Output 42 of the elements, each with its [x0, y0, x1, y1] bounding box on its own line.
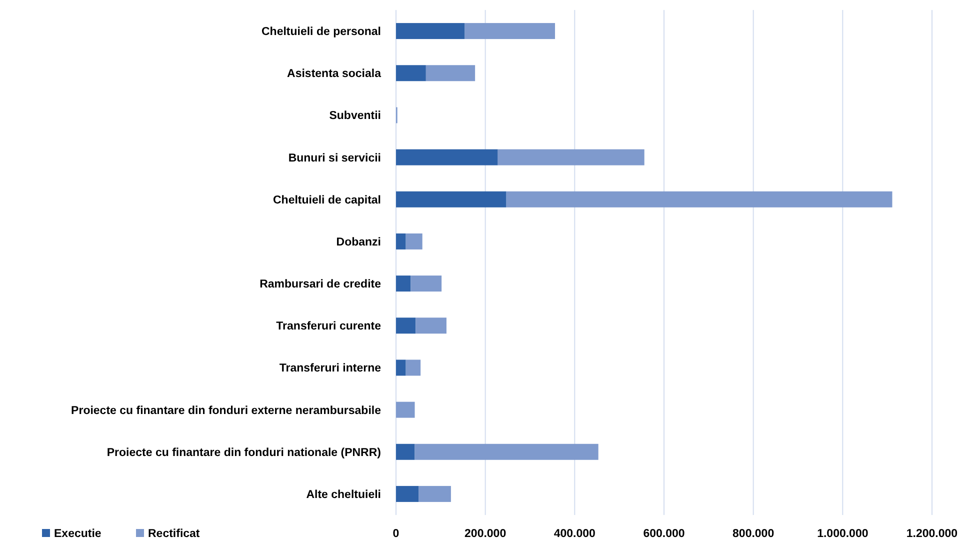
bar	[396, 318, 416, 334]
y-tick-label: Cheltuieli de capital	[273, 194, 381, 206]
y-tick-label: Proiecte cu finantare din fonduri externe nerambursabile	[71, 404, 381, 417]
y-tick-label: Cheltuieli de personal	[262, 26, 381, 38]
x-tick-label: 0	[392, 528, 400, 540]
bar	[396, 444, 415, 460]
bar	[396, 276, 411, 292]
bar	[418, 486, 451, 502]
x-tick-label: 1.200.000	[906, 528, 958, 540]
bar	[396, 233, 406, 250]
y-tick-label: Dobanzi	[336, 236, 381, 248]
y-tick-label: Asistenta sociala	[287, 68, 382, 80]
y-tick-label: Subventii	[329, 110, 381, 122]
x-tick-label: 800.000	[732, 528, 774, 540]
bar	[396, 149, 498, 166]
x-tick-label: 600.000	[643, 528, 685, 540]
x-tick-label: 1.000.000	[817, 528, 868, 540]
bar	[414, 444, 598, 460]
x-tick-label: 200.000	[464, 528, 506, 540]
bar	[396, 191, 506, 208]
bar	[464, 23, 556, 40]
y-tick-label: Alte cheltuieli	[306, 488, 381, 501]
bar	[416, 318, 446, 334]
bar	[396, 486, 419, 502]
bar	[396, 360, 406, 376]
legend-label: Executie	[54, 528, 102, 540]
bar	[506, 191, 892, 208]
bar	[406, 360, 421, 376]
bar	[396, 23, 465, 40]
y-tick-label: Transferuri interne	[279, 362, 381, 375]
legend-label: Rectificat	[148, 528, 200, 540]
y-tick-label: Proiecte cu finantare din fonduri nationale (PNRR)	[106, 446, 382, 459]
bar	[426, 65, 476, 82]
bar	[396, 402, 415, 418]
y-tick-label: Transferuri curente	[276, 320, 381, 333]
bar	[396, 65, 426, 82]
x-tick-label: 400.000	[554, 528, 596, 540]
y-tick-label: Rambursari de credite	[260, 278, 381, 291]
y-tick-label: Bunuri si servicii	[288, 152, 381, 164]
bar	[410, 276, 442, 292]
bar	[406, 233, 422, 250]
bar	[498, 149, 644, 166]
